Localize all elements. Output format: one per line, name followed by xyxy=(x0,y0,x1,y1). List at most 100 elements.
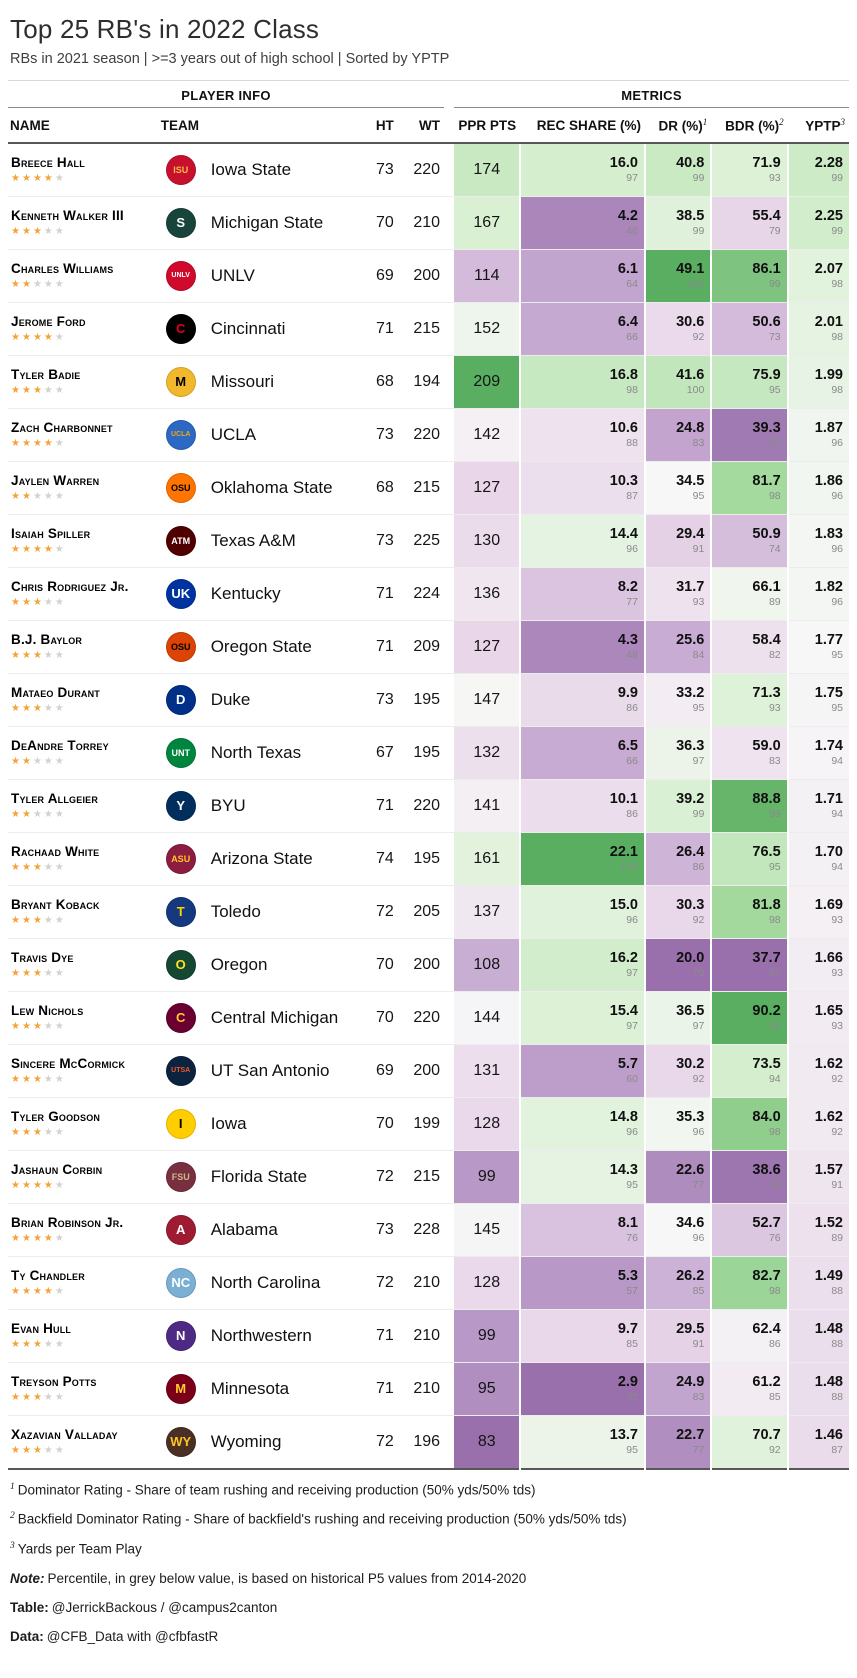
metric-value: 1.65 xyxy=(814,1002,843,1019)
team-cell: C Central Michigan xyxy=(158,991,362,1045)
table-row: Tyler Goodson ★★★★★ I Iowa 70 199 128 14.8 96 35.… xyxy=(8,1097,849,1151)
dr-cell: 40.8 99 xyxy=(643,142,712,197)
player-name: Tyler Goodson xyxy=(11,1109,101,1125)
col-header-rec-share: REC SHARE (%) xyxy=(520,107,645,144)
star-icon: ★ xyxy=(21,331,33,343)
star-icon: ★ xyxy=(11,596,22,608)
dr-cell: 26.4 86 xyxy=(643,832,712,886)
metric-value: 39.3 xyxy=(752,419,781,436)
star-icon: ★ xyxy=(54,1020,66,1032)
metric-value: 52.7 xyxy=(752,1214,781,1231)
bdr-cell: 71.9 93 xyxy=(710,142,788,197)
player-cell: Kenneth Walker III ★★★★★ xyxy=(8,196,159,250)
rec-share-cell: 15.4 97 xyxy=(519,991,645,1045)
weight-value: 210 xyxy=(397,1309,445,1363)
star-icon: ★ xyxy=(21,1391,33,1403)
metric-percentile: 96 xyxy=(831,542,843,555)
star-icon: ★ xyxy=(32,384,44,396)
star-icon: ★ xyxy=(11,914,22,926)
star-icon: ★ xyxy=(11,437,22,449)
rec-share-cell: 6.4 66 xyxy=(519,302,645,356)
metric-percentile: 97 xyxy=(626,171,638,184)
weight-value: 228 xyxy=(397,1203,445,1257)
team-name: Northwestern xyxy=(210,1325,312,1345)
page-subtitle: RBs in 2021 season | >=3 years out of hi… xyxy=(10,51,450,67)
rb-stats-table: PLAYER INFO METRICS NAME TEAM HT WT PPR … xyxy=(8,80,849,1470)
metric-percentile: 82 xyxy=(768,648,781,661)
player-name: Tyler Allgeier xyxy=(11,791,99,807)
metric-value: 39.2 xyxy=(676,790,705,807)
rec-share-cell: 9.7 85 xyxy=(519,1309,645,1363)
table-row: Travis Dye ★★★★★ O Oregon 70 200 108 16.2 97 20.0… xyxy=(8,938,849,992)
column-gap xyxy=(444,1362,455,1416)
bdr-cell: 62.4 86 xyxy=(710,1309,788,1363)
table-row: Ty Chandler ★★★★★ NC North Carolina 72 210 128… xyxy=(8,1256,849,1310)
metric-value: 1.71 xyxy=(814,790,843,807)
metric-value: 2.9 xyxy=(617,1373,638,1390)
team-name: Oregon State xyxy=(210,636,312,656)
bdr-cell: 55.4 79 xyxy=(710,196,788,250)
rec-share-cell: 14.3 95 xyxy=(519,1150,645,1204)
metric-value: 61.2 xyxy=(752,1373,781,1390)
metric-percentile: 96 xyxy=(831,436,843,449)
metric-value: 16.8 xyxy=(609,366,638,383)
team-cell: NC North Carolina xyxy=(158,1256,362,1310)
weight-value: 224 xyxy=(397,567,445,621)
height-value: 68 xyxy=(361,461,398,515)
star-icon: ★ xyxy=(54,278,66,290)
metric-percentile: 96 xyxy=(626,1125,638,1138)
player-cell: Sincere McCormick ★★★★★ xyxy=(8,1044,159,1098)
metric-value: 1.74 xyxy=(814,737,843,754)
note-text: Percentile, in grey below value, is base… xyxy=(47,1570,527,1586)
metric-value: 14.4 xyxy=(609,525,638,542)
col-header-team: TEAM xyxy=(158,107,362,144)
star-icon: ★ xyxy=(21,808,33,820)
team-cell: M Missouri xyxy=(158,355,362,409)
rec-share-cell: 8.1 76 xyxy=(519,1203,645,1257)
team-name: Texas A&M xyxy=(210,530,296,550)
bdr-cell: 73.5 94 xyxy=(710,1044,788,1098)
rec-share-cell: 10.3 87 xyxy=(519,461,645,515)
star-rating: ★★★★★ xyxy=(11,1285,157,1297)
footnote-2-marker: 2 xyxy=(10,1511,15,1522)
star-icon: ★ xyxy=(21,1285,33,1297)
yptp-cell: 1.69 93 xyxy=(786,885,849,939)
dr-cell: 31.7 93 xyxy=(643,567,712,621)
metric-value: 88.8 xyxy=(752,790,781,807)
height-value: 70 xyxy=(361,1097,398,1151)
footnote-2-text: Backfield Dominator Rating - Share of ba… xyxy=(17,1511,627,1527)
team-name: North Texas xyxy=(210,742,302,762)
star-rating: ★★★★★ xyxy=(11,968,157,979)
player-name: Breece Hall xyxy=(11,155,85,171)
metric-value: 81.7 xyxy=(752,472,781,489)
metric-value: 50.6 xyxy=(752,313,781,330)
star-icon: ★ xyxy=(21,702,33,714)
team-name: Toledo xyxy=(210,901,261,921)
team-logo: OSU xyxy=(165,472,196,503)
metric-percentile: 66 xyxy=(626,754,638,767)
star-icon: ★ xyxy=(43,1444,55,1456)
metric-percentile: 66 xyxy=(626,330,638,343)
table-row: Jaylen Warren ★★★★★ OSU Oklahoma State 68 215… xyxy=(8,461,849,515)
star-icon: ★ xyxy=(21,1232,33,1244)
col-header-bdr-label: BDR (%) xyxy=(725,118,780,134)
metric-value: 86.1 xyxy=(752,260,781,277)
bdr-cell: 81.7 98 xyxy=(710,461,788,515)
ppr-pts-cell: 128 xyxy=(454,1256,522,1310)
dr-cell: 30.3 92 xyxy=(643,885,712,939)
dr-cell: 25.6 84 xyxy=(643,620,712,674)
weight-value: 215 xyxy=(397,1150,445,1204)
metric-percentile: 93 xyxy=(831,966,843,979)
column-gap xyxy=(444,673,455,727)
metric-value: 38.6 xyxy=(752,1161,781,1178)
column-gap xyxy=(444,408,455,462)
table-row: Breece Hall ★★★★★ ISU Iowa State 73 220 174 16.… xyxy=(8,142,849,197)
metric-percentile: 91 xyxy=(692,1337,705,1350)
star-icon: ★ xyxy=(32,702,44,714)
bdr-cell: 70.7 92 xyxy=(710,1415,788,1469)
metric-value: 40.8 xyxy=(676,154,705,171)
metric-value: 29.5 xyxy=(676,1320,705,1337)
team-logo: UNT xyxy=(165,737,196,768)
metric-percentile: 88 xyxy=(831,1337,843,1350)
metric-percentile: 96 xyxy=(692,1231,705,1244)
